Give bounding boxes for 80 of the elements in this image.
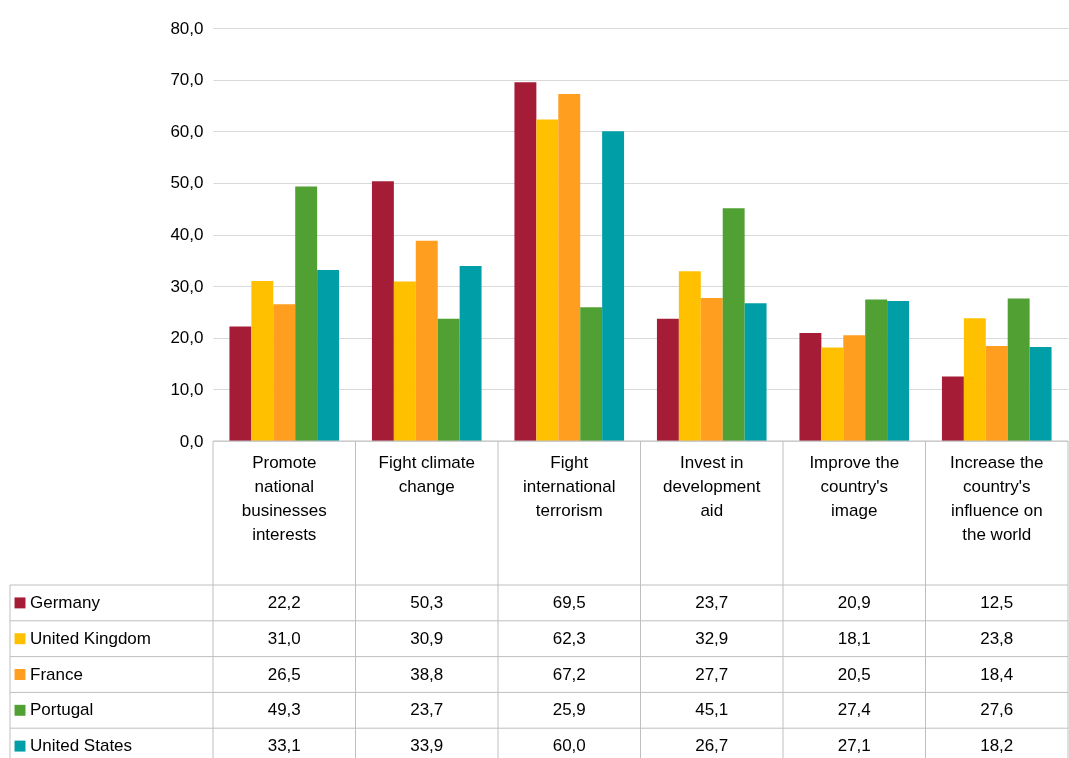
y-tick-label: 60,0 [170, 121, 204, 141]
data-label: 12,5 [980, 592, 1014, 612]
data-label: 49,3 [267, 700, 301, 720]
bar [656, 318, 679, 441]
data-label: 27,4 [837, 700, 871, 720]
bar [273, 304, 296, 441]
bar [295, 186, 318, 441]
data-label: 25,9 [552, 700, 586, 720]
bar [865, 299, 888, 441]
data-label: 32,9 [695, 628, 729, 648]
bar [887, 301, 910, 441]
y-tick-label: 30,0 [170, 276, 204, 296]
bar [459, 265, 482, 441]
bar [941, 376, 964, 441]
bar [1007, 298, 1030, 441]
data-label: 26,7 [695, 736, 729, 756]
bar [985, 346, 1008, 441]
data-label: 50,3 [410, 592, 444, 612]
bar [437, 318, 460, 441]
data-label: 38,8 [410, 664, 444, 684]
bar [843, 335, 866, 441]
data-label: 45,1 [695, 700, 729, 720]
data-label: 23,8 [980, 628, 1014, 648]
data-label: 18,2 [980, 736, 1014, 756]
x-tick-label: Fight climate change [378, 453, 475, 496]
bar [393, 281, 416, 441]
bar [722, 208, 745, 441]
bar [1029, 347, 1052, 441]
data-label: 26,5 [267, 664, 301, 684]
data-label: 18,1 [837, 628, 871, 648]
bar [514, 82, 537, 441]
bar [744, 303, 767, 441]
y-tick-label: 0,0 [179, 431, 204, 451]
data-label: 62,3 [552, 628, 586, 648]
data-label: 60,0 [552, 736, 586, 756]
bar [580, 307, 603, 441]
x-tick-label: Fight international terrorism [522, 453, 616, 520]
data-label: 23,7 [695, 592, 729, 612]
data-label: 18,4 [980, 664, 1014, 684]
data-label: 33,1 [267, 736, 301, 756]
y-tick-label: 70,0 [170, 70, 204, 90]
bar [558, 94, 581, 441]
bar [821, 347, 844, 441]
data-label: 20,9 [837, 592, 871, 612]
bar [229, 326, 252, 441]
x-tick-label: Increase the country's influence on the world [949, 453, 1044, 544]
legend-label: Portugal [30, 700, 94, 720]
data-label: 22,2 [267, 592, 301, 612]
x-tick-label: Promote national businesses interests [241, 453, 327, 544]
bar [536, 119, 559, 441]
y-tick-label: 80,0 [170, 18, 204, 38]
data-label: 69,5 [552, 592, 586, 612]
bar [602, 131, 625, 441]
data-label: 67,2 [552, 664, 586, 684]
bar [415, 240, 438, 441]
legend-label: France [30, 664, 83, 684]
data-label: 31,0 [267, 628, 301, 648]
data-label: 30,9 [410, 628, 444, 648]
x-tick-label: Invest in development aid [663, 453, 761, 520]
y-tick-label: 40,0 [170, 225, 204, 244]
data-label: 27,6 [980, 700, 1014, 720]
data-label: 20,5 [837, 664, 871, 684]
bar [251, 280, 274, 441]
y-tick-label: 20,0 [170, 328, 204, 348]
bar [371, 181, 394, 441]
bar [317, 270, 340, 441]
data-label: 23,7 [410, 700, 444, 720]
y-tick-label: 10,0 [170, 379, 204, 399]
bar [963, 318, 986, 441]
legend-label: United States [30, 736, 133, 756]
data-label: 33,9 [410, 736, 444, 756]
data-label: 27,7 [695, 664, 729, 684]
x-tick-label: Improve the country's image [809, 453, 900, 520]
bar [678, 271, 701, 441]
data-label: 27,1 [837, 736, 871, 756]
bar [799, 333, 822, 441]
y-tick-label: 50,0 [170, 173, 204, 193]
legend-label: United Kingdom [30, 628, 151, 648]
bar [700, 298, 723, 441]
legend-label: Germany [30, 592, 101, 612]
